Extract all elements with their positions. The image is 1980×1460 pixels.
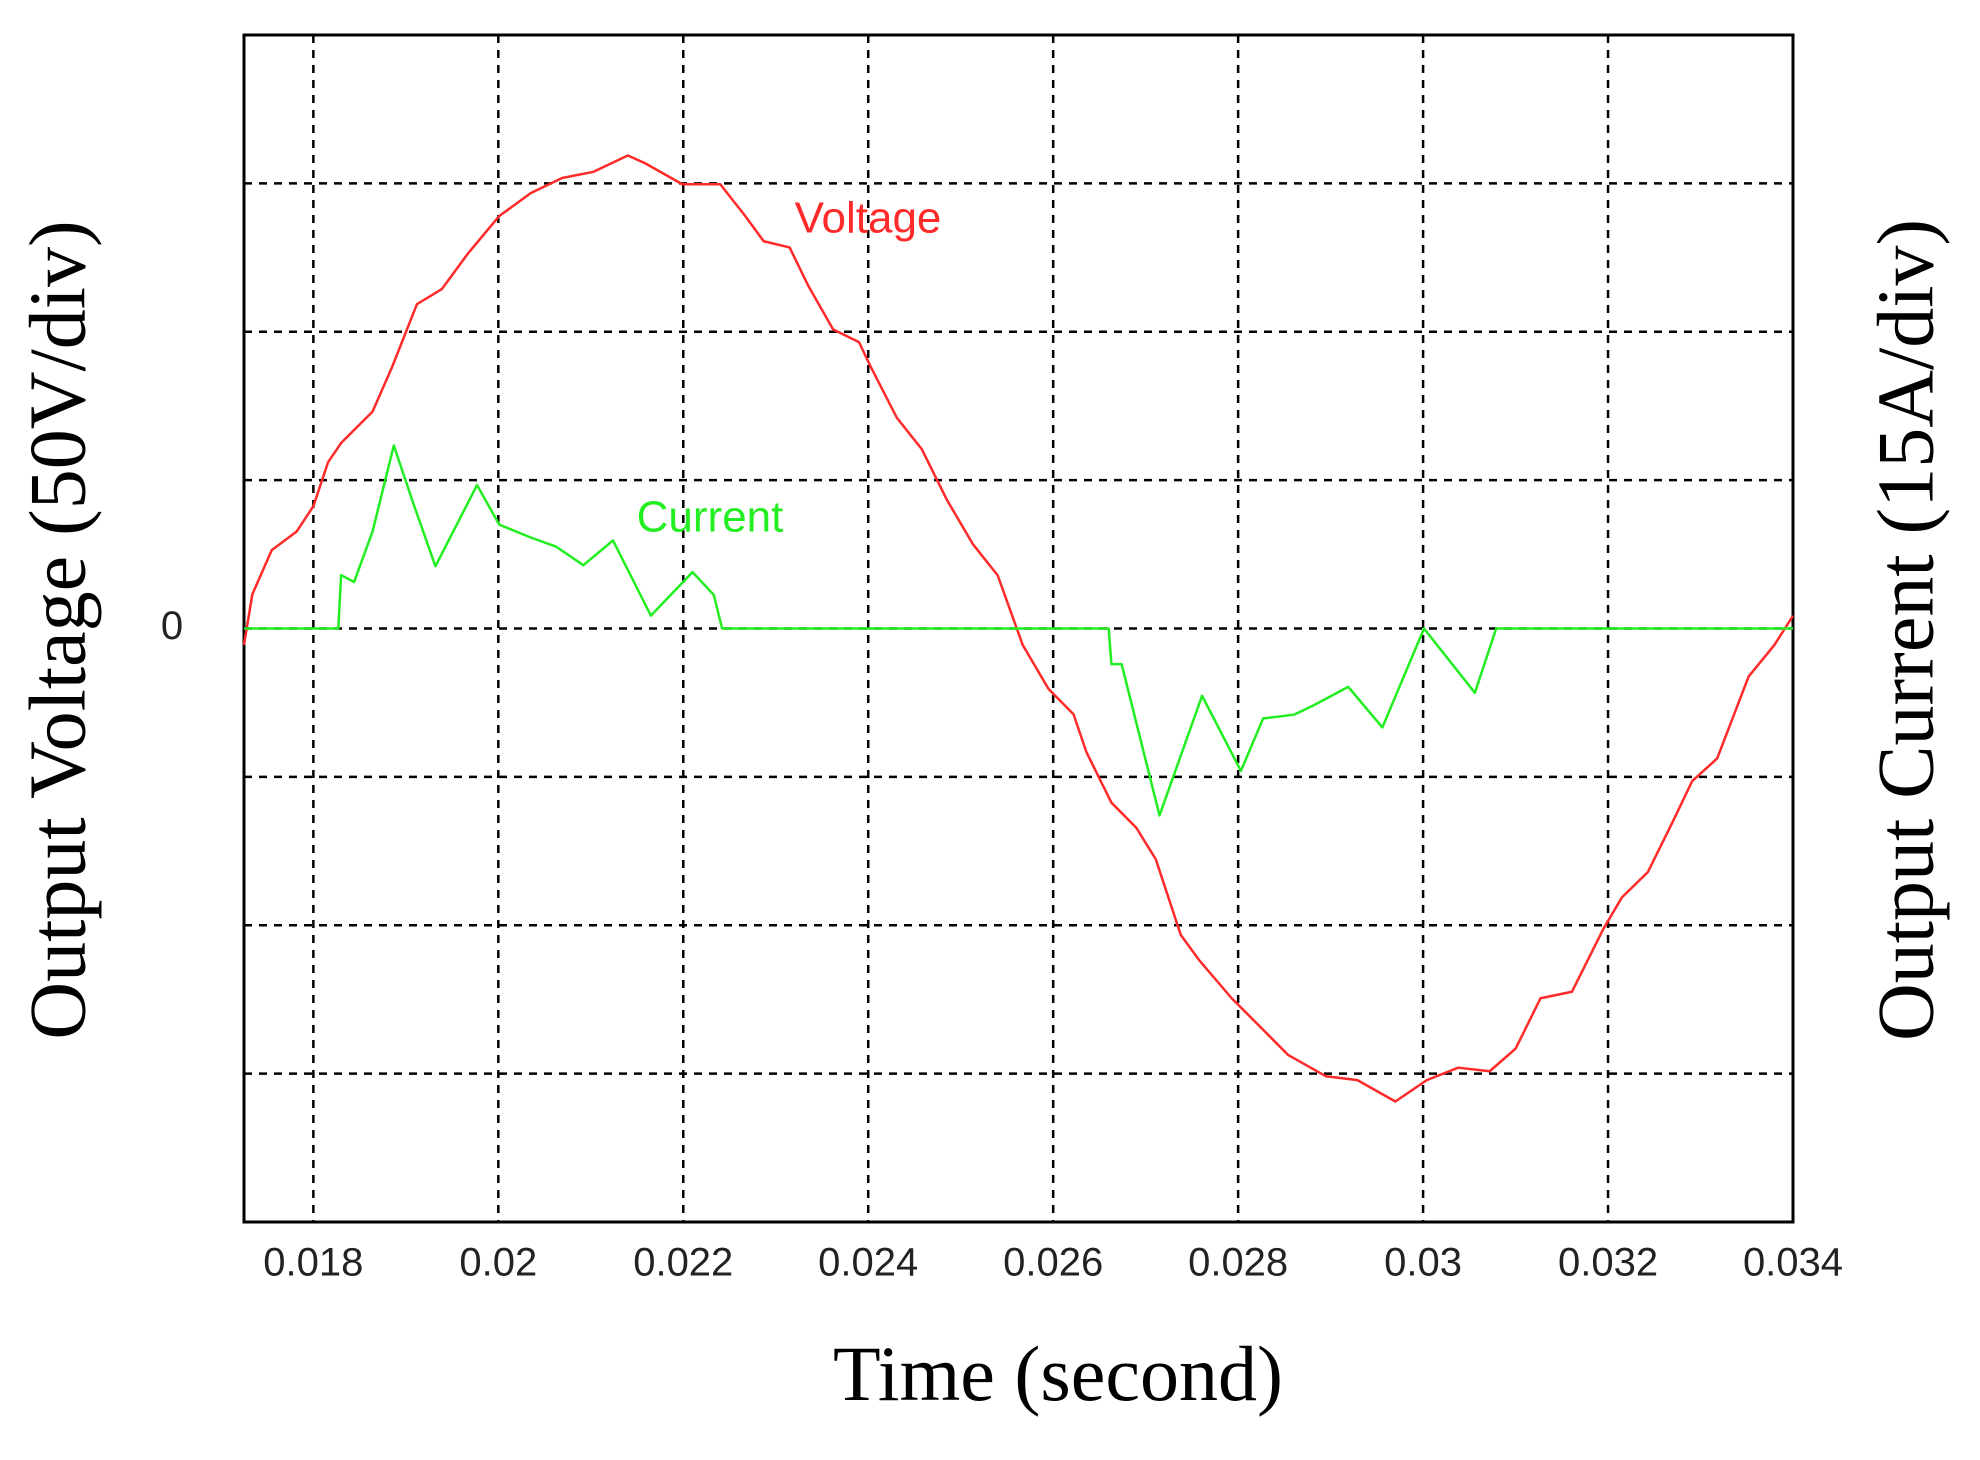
x-tick-label: 0.018 [263,1241,363,1285]
y-tick-label: 0 [161,604,183,648]
series-label: Current [637,493,784,542]
x-tick-label: 0.032 [1558,1241,1658,1285]
x-tick-label: 0.022 [633,1241,733,1285]
x-tick-label: 0.034 [1743,1241,1843,1285]
series-label: Voltage [795,194,942,243]
x-axis-label: Time (second) [833,1330,1283,1417]
x-tick-label: 0.028 [1188,1241,1288,1285]
x-tick-label: 0.02 [459,1241,537,1285]
x-tick-label: 0.024 [818,1241,918,1285]
x-tick-label: 0.026 [1003,1241,1103,1285]
line-series [242,154,1795,1103]
y-axis-label: Output Voltage (50V/div) [14,220,102,1039]
y2-axis-label: Output Current (15A/div) [1862,219,1950,1041]
line-series [244,444,1793,817]
x-tick-label: 0.03 [1384,1241,1462,1285]
